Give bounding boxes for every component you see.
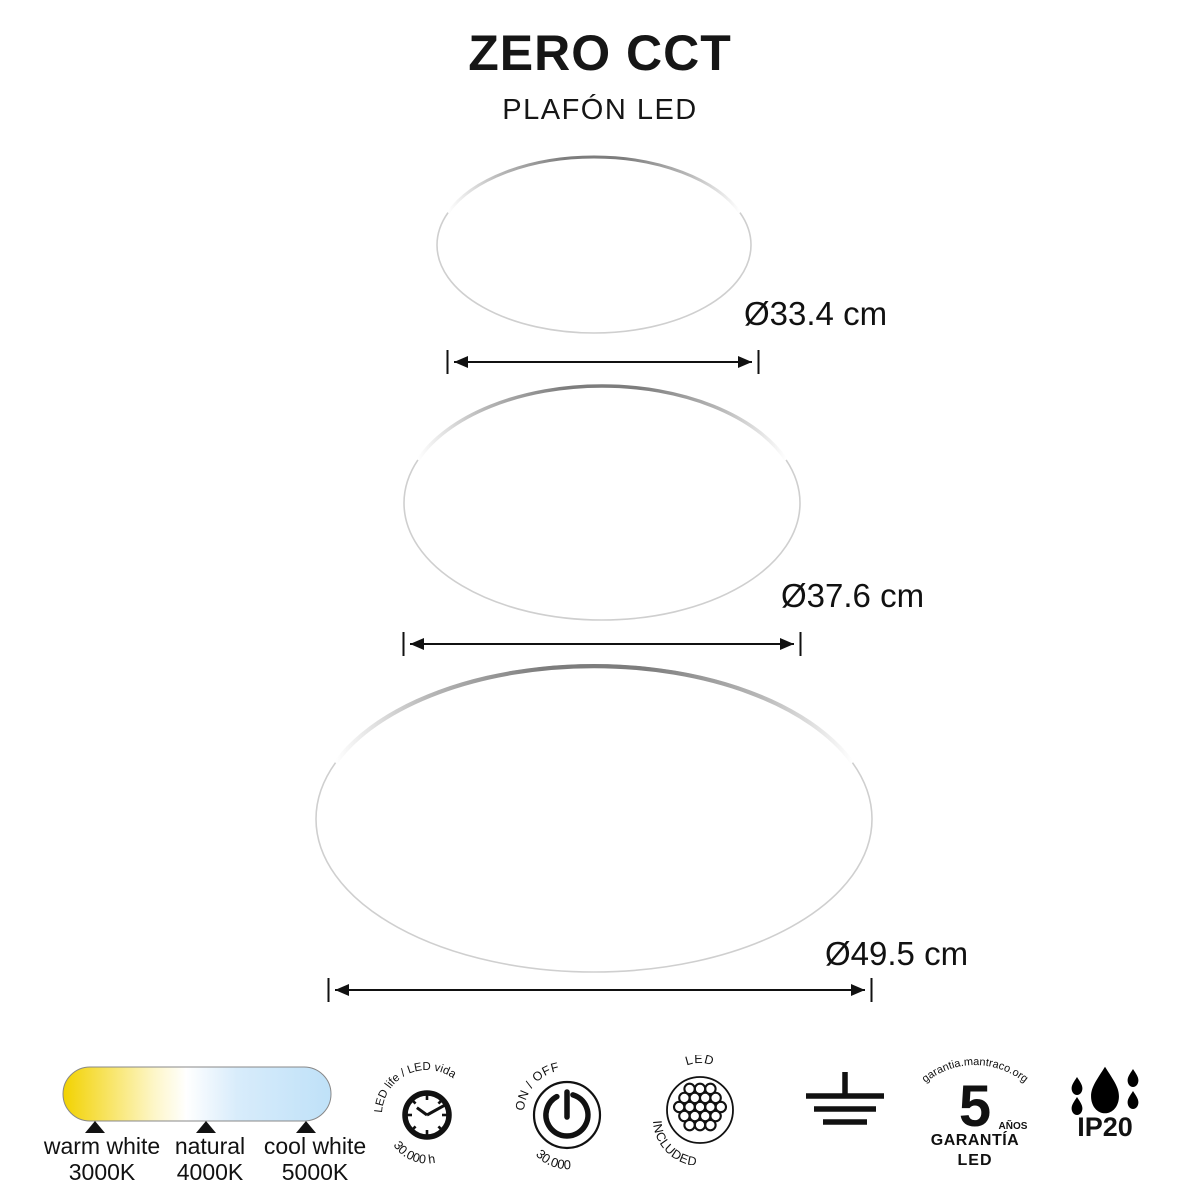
svg-text:AÑOS: AÑOS — [999, 1119, 1028, 1132]
svg-text:IP20: IP20 — [1077, 1112, 1133, 1142]
svg-text:30.000: 30.000 — [533, 1146, 571, 1170]
svg-text:GARANTÍA: GARANTÍA — [931, 1130, 1019, 1149]
svg-text:30.000 h: 30.000 h — [391, 1138, 436, 1166]
svg-text:5: 5 — [959, 1074, 991, 1139]
svg-text:LED: LED — [684, 1055, 716, 1068]
svg-text:LED: LED — [958, 1152, 993, 1169]
